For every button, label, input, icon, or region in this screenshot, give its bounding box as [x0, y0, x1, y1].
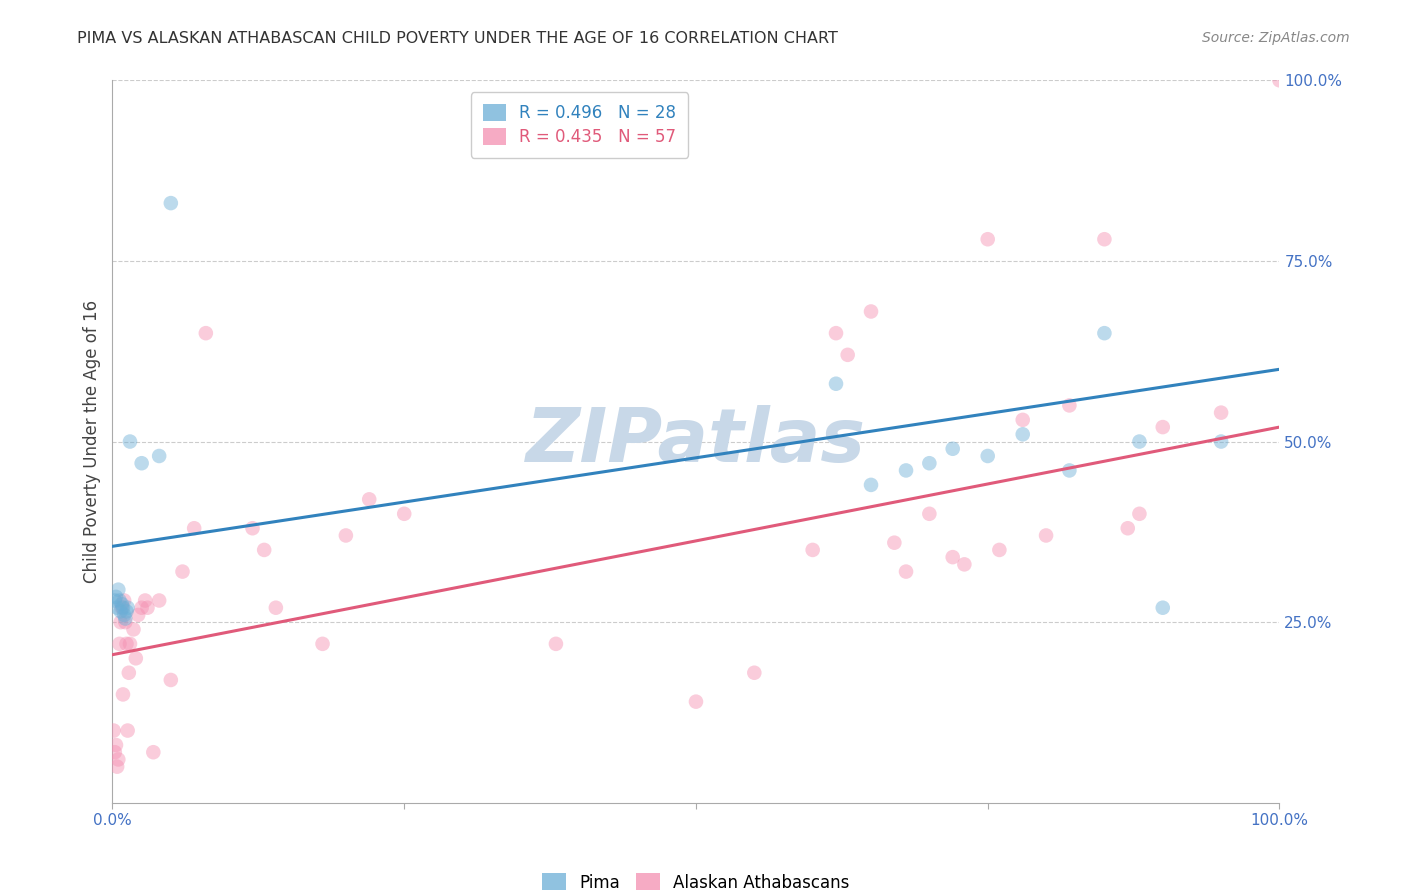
Point [918, 507, 941, 521]
Point [115, 604, 138, 618]
Point [131, 600, 153, 615]
Point [104, 738, 127, 752]
Point [172, 565, 194, 579]
Point [148, 593, 170, 607]
Point [112, 593, 135, 607]
Point [883, 535, 905, 549]
Point [837, 348, 859, 362]
Point [111, 597, 134, 611]
Point [1011, 413, 1033, 427]
Point [122, 623, 145, 637]
Text: PIMA VS ALASKAN ATHABASCAN CHILD POVERTY UNDER THE AGE OF 16 CORRELATION CHART: PIMA VS ALASKAN ATHABASCAN CHILD POVERTY… [77, 31, 838, 46]
Point [1011, 427, 1033, 442]
Point [194, 326, 217, 340]
Point [242, 521, 264, 535]
Point [103, 723, 125, 738]
Point [148, 449, 170, 463]
Point [1209, 434, 1232, 449]
Point [108, 593, 131, 607]
Point [394, 507, 416, 521]
Point [118, 434, 141, 449]
Point [918, 456, 941, 470]
Point [131, 456, 153, 470]
Point [111, 600, 134, 615]
Point [142, 745, 165, 759]
Point [105, 760, 128, 774]
Point [1268, 73, 1291, 87]
Point [1059, 398, 1081, 412]
Legend: Pima, Alaskan Athabascans: Pima, Alaskan Athabascans [530, 862, 862, 892]
Point [111, 687, 134, 701]
Point [264, 600, 287, 615]
Point [335, 528, 357, 542]
Point [894, 565, 917, 579]
Point [114, 611, 136, 625]
Point [118, 665, 141, 680]
Point [127, 607, 149, 622]
Point [183, 521, 205, 535]
Point [1094, 232, 1116, 246]
Point [114, 615, 136, 630]
Point [942, 442, 965, 456]
Point [118, 637, 141, 651]
Point [1128, 507, 1150, 521]
Point [104, 745, 127, 759]
Point [117, 723, 139, 738]
Point [253, 542, 276, 557]
Point [860, 304, 883, 318]
Point [953, 558, 976, 572]
Point [744, 665, 766, 680]
Point [1152, 600, 1174, 615]
Point [976, 232, 998, 246]
Point [104, 593, 127, 607]
Point [801, 542, 824, 557]
Point [825, 376, 848, 391]
Y-axis label: Child Poverty Under the Age of 16: Child Poverty Under the Age of 16 [83, 300, 101, 583]
Point [107, 752, 129, 766]
Point [117, 600, 139, 615]
Point [544, 637, 567, 651]
Point [825, 326, 848, 340]
Point [107, 582, 129, 597]
Point [942, 550, 965, 565]
Text: ZIPatlas: ZIPatlas [526, 405, 866, 478]
Point [311, 637, 333, 651]
Point [1209, 406, 1232, 420]
Point [988, 542, 1011, 557]
Point [108, 637, 131, 651]
Point [685, 695, 707, 709]
Point [1035, 528, 1057, 542]
Point [112, 607, 135, 622]
Point [1152, 420, 1174, 434]
Point [976, 449, 998, 463]
Point [110, 615, 132, 630]
Point [105, 600, 128, 615]
Point [359, 492, 381, 507]
Point [110, 604, 132, 618]
Point [136, 600, 159, 615]
Point [160, 196, 183, 211]
Point [894, 463, 917, 477]
Point [160, 673, 183, 687]
Text: Source: ZipAtlas.com: Source: ZipAtlas.com [1202, 31, 1350, 45]
Point [115, 637, 138, 651]
Point [111, 600, 134, 615]
Point [860, 478, 883, 492]
Point [125, 651, 148, 665]
Point [104, 590, 127, 604]
Point [1128, 434, 1150, 449]
Point [134, 593, 156, 607]
Point [1059, 463, 1081, 477]
Point [1094, 326, 1116, 340]
Point [1116, 521, 1139, 535]
